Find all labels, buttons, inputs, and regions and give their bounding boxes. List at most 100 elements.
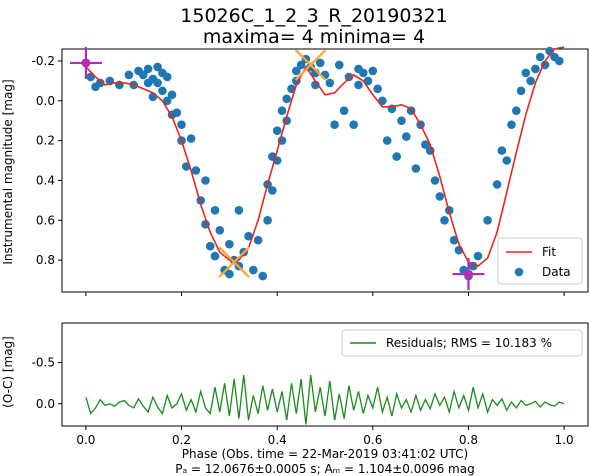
fit-line [85,46,565,268]
data-point [521,68,531,78]
top-y-tick-label: 0.0 [36,94,55,108]
data-point [402,132,411,141]
bottom-x-tick-label: 0.8 [459,433,478,447]
data-point [292,76,301,86]
data-point [167,90,177,100]
data-point [96,78,105,88]
maximum-marker [294,49,327,81]
bottom-legend: Residuals; RMS = 10.183 % [341,329,583,357]
data-point [555,56,564,66]
top-y-tick-label: 0.8 [36,253,55,267]
data-point [210,251,220,261]
data-point [201,176,210,185]
data-point [268,186,277,195]
legend-data-swatch [514,267,524,277]
maximum-marker [81,58,91,68]
light-curve-panel: -0.2 0.0 0.2 0.4 0.6 0.8 Fit Data [32,46,589,296]
data-point [244,231,253,241]
data-point [483,216,492,225]
data-point [473,251,483,261]
top-y-tick-label: 0.4 [36,173,55,187]
data-point [315,58,325,68]
chart-title: 15026C_1_2_3_R_20190321 [180,5,447,27]
data-point [115,80,124,90]
legend-box [341,329,583,357]
top-y-axis-label: Instrumental magnitude [mag] [1,79,15,264]
data-point [335,60,344,70]
data-point [382,136,392,145]
bottom-x-tick-label: 1.0 [555,433,574,447]
minimum-marker [463,269,473,279]
data-point [440,216,449,225]
data-point [349,120,359,129]
data-point [172,108,182,117]
top-legend: Fit Data [497,237,583,285]
top-frame [61,48,589,293]
data-point [535,52,545,62]
data-point [421,140,430,149]
data-point [435,192,445,201]
data-point [124,70,134,80]
data-point [210,206,220,215]
data-point [344,72,354,82]
data-point [186,134,196,143]
data-point [502,156,512,165]
data-point [263,216,272,225]
data-point [143,64,153,74]
data-point [339,106,349,115]
minimum-marker [218,246,250,278]
data-point [292,66,301,76]
bottom-y-tick-label: 0.0 [36,397,55,411]
residuals-line [85,374,565,425]
data-point [373,84,382,94]
data-point [282,94,292,104]
bottom-frame [61,322,589,427]
bottom-y-axis-label: (O-C) [mag] [1,336,15,408]
data-point [392,152,402,161]
data-point [354,80,363,90]
data-point [325,78,335,88]
x-axis-label: Phase (Obs. time = 22-Mar-2019 03:41:02 … [182,447,468,461]
data-point [306,62,316,72]
data-point [253,235,263,245]
data-point [492,180,502,189]
legend-data-label: Data [542,265,571,279]
data-point [359,68,368,78]
bottom-x-tick-label: 0.6 [363,433,382,447]
data-point [397,116,406,125]
legend-residuals-label: Residuals; RMS = 10.183 % [386,336,552,350]
data-point [512,106,521,115]
data-point [153,78,162,88]
data-point [368,66,378,76]
data-point [330,120,339,129]
data-point [162,96,172,106]
data-point [225,239,234,249]
bottom-x-tick-label: 0.4 [268,433,287,447]
data-point [526,76,535,86]
data-point [162,72,172,82]
data-point [249,265,258,275]
legend-fit-label: Fit [542,245,556,259]
data-point [139,70,148,80]
data-point [225,269,234,279]
period-amplitude-note: Pₐ = 12.0676±0.0005 s; Aₘ = 1.104±0.0096… [175,462,474,476]
data-point [430,176,440,185]
data-point [153,62,162,72]
data-point [497,146,507,155]
data-point [531,64,540,74]
data-point [411,164,421,173]
top-y-tick-label: 0.2 [36,134,55,148]
data-point [277,106,287,115]
bottom-x-tick-label: 0.2 [172,433,191,447]
data-point [177,120,186,129]
data-point [215,226,225,235]
chart-subtitle: maxima= 4 minima= 4 [203,26,425,48]
data-point [516,86,526,96]
top-y-tick-label: -0.2 [32,54,55,68]
data-point [205,241,215,251]
bottom-y-tick-label: -0.5 [32,356,55,370]
data-point [272,126,282,135]
data-point [296,60,306,70]
bottom-x-tick-label: 0.0 [76,433,95,447]
data-point [191,166,201,175]
